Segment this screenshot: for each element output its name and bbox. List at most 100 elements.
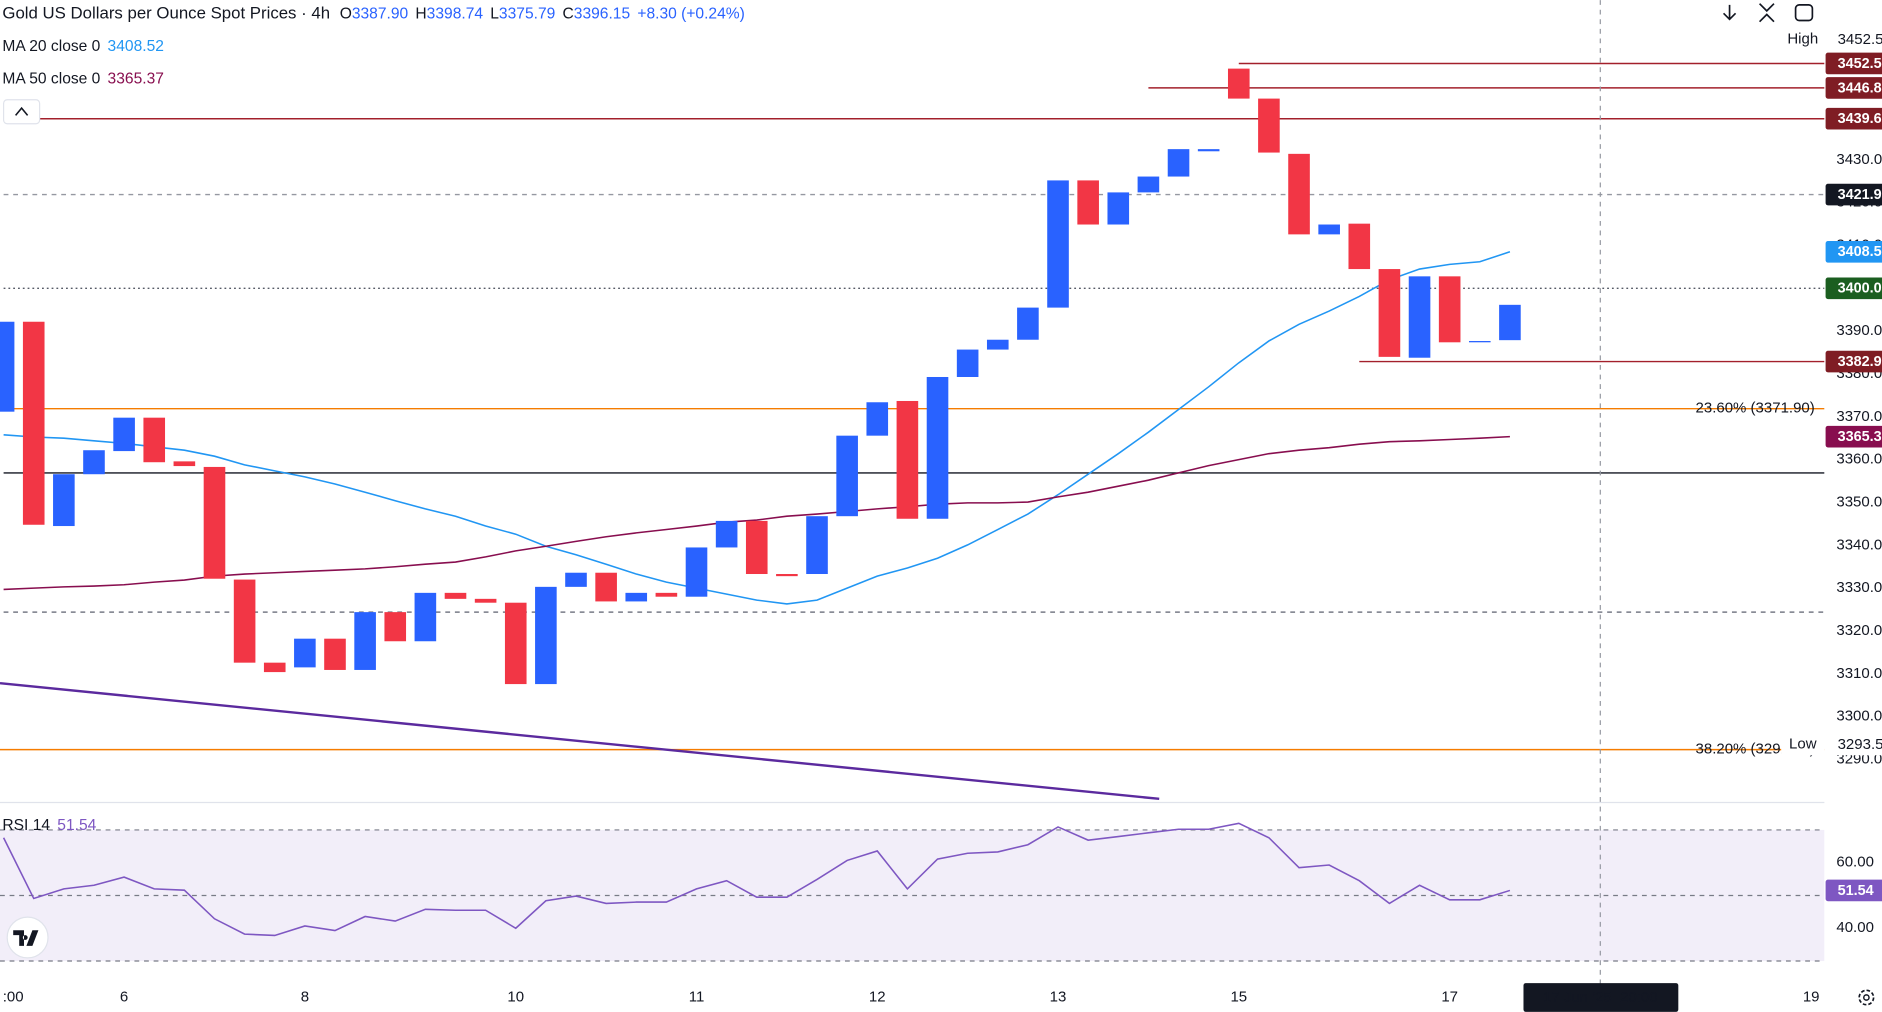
y-tick-label: 3310.00 (1836, 665, 1882, 682)
price-tag (1825, 241, 1882, 263)
x-tick-label: 10 (507, 988, 524, 1005)
maximize-icon (1794, 4, 1814, 22)
candle-body (294, 638, 316, 668)
candle-body (324, 638, 346, 670)
candle-body (1137, 176, 1160, 193)
ohlc-key: H (415, 6, 426, 23)
main-pane: 23.60% (3371.90)38.20% (3292.30) (0, 62, 1825, 801)
collapse-all-button[interactable] (1751, 0, 1783, 27)
candle-body (1378, 269, 1401, 357)
logo (6, 916, 49, 959)
candle-body (1167, 149, 1190, 177)
price-axis: 3290.003300.003310.003320.003330.003340.… (1836, 151, 1882, 936)
candle-body (866, 402, 889, 436)
x-tick-label: 6 (120, 988, 128, 1005)
candle-body (1077, 180, 1099, 225)
candle-body (1438, 276, 1461, 343)
candle-body (745, 520, 768, 575)
price-tag (1825, 52, 1882, 75)
candle-body (1318, 224, 1340, 235)
ma20-legend: MA 20 close 0 3408.52 (2, 38, 164, 55)
price-tag (1825, 879, 1882, 902)
collapse-button[interactable] (3, 99, 41, 125)
candle-body (625, 592, 648, 602)
candle-body (776, 574, 798, 577)
rsi-name: RSI 14 (2, 817, 50, 834)
candle-body (836, 435, 858, 517)
price-tag-label: 3293.50 (1838, 736, 1882, 753)
ohlc-key: C (563, 6, 574, 23)
settings (1858, 989, 1875, 1006)
candle-body (1107, 192, 1130, 225)
low-name: Low (1789, 735, 1817, 752)
candle-body (22, 321, 45, 525)
crosshair-label: 17 Jun '25 20:00 (1543, 989, 1658, 1006)
price-tag (1825, 733, 1882, 756)
candle-body (655, 592, 678, 597)
x-tick-label: 17 (1441, 988, 1458, 1005)
ohlc-key: L (490, 6, 499, 23)
candle-body (595, 572, 617, 602)
price-tag-label: 3365.37 (1838, 429, 1882, 445)
ohlc-key: O (340, 6, 352, 23)
settings-icon[interactable] (1858, 989, 1875, 1006)
high-box (1781, 28, 1825, 51)
candle-body (233, 579, 256, 663)
candle-body (986, 339, 1009, 350)
ma50-name: MA 50 close 0 (2, 70, 100, 87)
x-tick-label: 15 (1230, 988, 1247, 1005)
price-tag-label: 3421.90 (1838, 187, 1882, 203)
ma20-value: 3408.52 (108, 38, 164, 55)
candle-body (1047, 180, 1069, 308)
candle-body (143, 417, 166, 463)
candle-body (1197, 149, 1220, 152)
candle-body (1348, 223, 1371, 270)
trendline (0, 682, 1160, 801)
rsi-value: 51.54 (57, 817, 96, 834)
ma50-value: 3365.37 (108, 70, 164, 87)
candle-body (896, 400, 919, 519)
candle-body (0, 321, 15, 412)
y-tick-label: 3360.00 (1836, 451, 1882, 468)
price-tag (1825, 77, 1882, 99)
moving-average (3, 251, 1511, 605)
change: +8.30 (+0.24%) (637, 6, 744, 23)
y-tick-label: 3320.00 (1836, 622, 1882, 639)
candle-body (1258, 98, 1280, 153)
moving-average (3, 435, 1510, 591)
candle-body (263, 662, 286, 673)
candle-body (1468, 341, 1491, 343)
rsi-tick-label: 60.00 (1836, 854, 1874, 871)
y-tick-label: 3390.00 (1836, 322, 1882, 339)
candle-body (444, 592, 467, 599)
price-tag (1825, 28, 1882, 51)
price-tag-label: 3400.00 (1838, 281, 1882, 297)
candle-body (203, 466, 226, 579)
price-tag-label: 3408.52 (1838, 244, 1882, 260)
candle-body (1017, 307, 1039, 340)
toolbar (1713, 0, 1820, 27)
candle-body (1408, 276, 1431, 358)
logo-mark (13, 930, 39, 946)
y-tick-label: 3430.00 (1836, 151, 1882, 168)
low-box (1781, 733, 1825, 756)
price-tag (1825, 350, 1882, 373)
x-tick-label: 12 (869, 988, 886, 1005)
rsi-pane (0, 822, 1825, 962)
candle-body (806, 516, 828, 575)
candle-body (414, 592, 437, 642)
candle-body (83, 450, 105, 475)
candle-body (565, 572, 587, 587)
price-tags: 3452.50 3293.50 3452.50 3446.80 3439.60 3421.… (1825, 28, 1882, 902)
ohlc-value: 3396.15 (574, 6, 631, 23)
ma20-name: MA 20 close 0 (2, 38, 100, 55)
candle-body (715, 520, 738, 548)
ohlc-value: 3375.79 (499, 6, 555, 23)
crosshair-tag (1523, 983, 1679, 1012)
down-icon (1722, 4, 1737, 21)
x-tick-label: 11 (689, 988, 705, 1005)
candle-body (354, 612, 376, 670)
collapse-all-icon (1758, 3, 1775, 23)
